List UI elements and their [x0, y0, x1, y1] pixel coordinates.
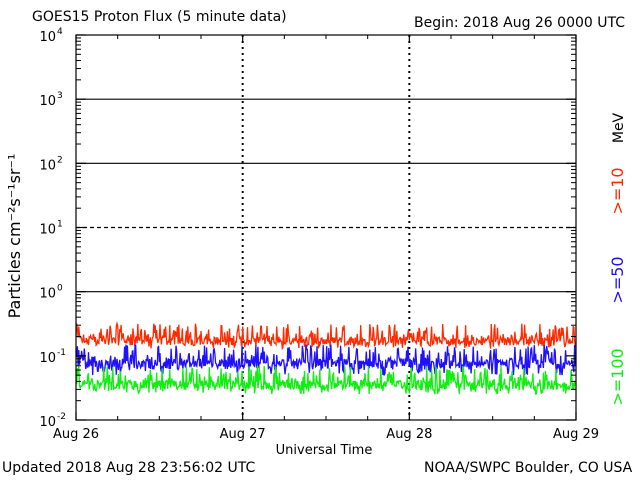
x-axis-label: Universal Time — [276, 443, 373, 458]
legend-label-10mev: >=10 — [608, 167, 627, 214]
y-axis-label: Particles cm⁻²s⁻¹sr⁻¹ — [5, 154, 24, 319]
y-tick-exponent: -2 — [57, 412, 66, 422]
y-tick-exponent: 0 — [57, 284, 63, 294]
y-tick-exponent: 1 — [57, 220, 63, 230]
y-tick-label: 10 — [39, 223, 56, 238]
y-tick-exponent: 3 — [57, 91, 63, 101]
y-tick-label: 10 — [39, 287, 56, 302]
chart-title: GOES15 Proton Flux (5 minute data) — [32, 9, 287, 25]
source-credit: NOAA/SWPC Boulder, CO USA — [424, 460, 633, 476]
threshold-lines — [76, 35, 576, 420]
y-tick-label: 10 — [39, 158, 56, 173]
y-tick-label: 10 — [39, 415, 56, 430]
x-tick-label: Aug 29 — [553, 427, 599, 442]
y-tick-label: 10 — [39, 351, 56, 366]
updated-timestamp: Updated 2018 Aug 28 23:56:02 UTC — [2, 460, 256, 476]
y-tick-label: 10 — [39, 30, 56, 45]
legend-label-100mev: >=100 — [608, 348, 627, 405]
begin-date-label: Begin: 2018 Aug 26 0000 UTC — [414, 15, 625, 31]
y-tick-exponent: 2 — [57, 155, 63, 165]
y-tick-exponent: -1 — [57, 348, 66, 358]
x-tick-label: Aug 27 — [220, 427, 266, 442]
x-tick-label: Aug 26 — [53, 427, 99, 442]
y-tick-label: 10 — [39, 94, 56, 109]
legend-label-50mev: >=50 — [608, 256, 627, 303]
series-line — [75, 344, 577, 377]
series-line — [75, 320, 577, 351]
unit-label: MeV — [611, 112, 627, 143]
x-tick-label: Aug 28 — [386, 427, 432, 442]
series-layer — [75, 320, 577, 395]
y-tick-exponent: 4 — [57, 27, 63, 37]
series-line — [75, 365, 577, 395]
